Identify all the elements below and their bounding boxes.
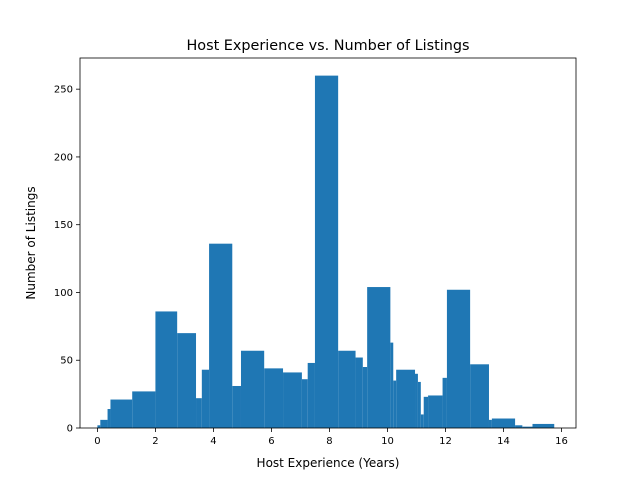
x-tick-label: 0 [94,436,100,447]
x-tick-label: 6 [268,436,274,447]
bar-6 [177,333,197,428]
bar-13 [283,372,302,428]
y-tick-label: 150 [54,220,73,231]
bar-17 [338,350,356,428]
bar-30 [446,289,471,428]
x-tick-label: 14 [497,436,510,447]
x-tick-label: 2 [152,436,158,447]
bar-7 [196,398,202,428]
x-tick-label: 10 [381,436,394,447]
bar-14 [301,379,308,428]
bar-9 [209,243,233,428]
bar-36 [532,423,555,428]
bar-15 [307,362,315,428]
bars-layer [97,75,555,428]
y-axis-ticks: 0 50 100 150 200 250 [54,85,80,435]
bar-5 [155,311,178,428]
bar-28 [428,395,443,428]
x-tick-label: 8 [326,436,332,447]
bar-4 [132,391,156,428]
bar-22 [393,380,397,428]
y-tick-label: 100 [54,288,73,299]
bar-32 [488,419,492,428]
bar-8 [201,369,210,428]
bar-35 [522,426,533,428]
bar-11 [240,350,265,428]
y-tick-label: 0 [67,424,73,435]
bar-31 [470,364,489,428]
x-tick-label: 16 [555,436,568,447]
y-tick-label: 250 [54,85,73,96]
bar-0 [97,425,101,428]
bar-34 [515,425,523,428]
plot-frame [79,57,577,429]
bar-25 [417,381,421,428]
bar-18 [355,357,363,428]
bar-26 [420,414,424,428]
x-axis-ticks: 0 2 4 6 8 10 12 14 16 [94,428,568,447]
bar-20 [367,287,391,428]
chart-title: Host Experience vs. Number of Listings [186,38,469,54]
bar-33 [491,418,516,428]
y-tick-label: 50 [60,356,73,367]
x-tick-label: 4 [210,436,216,447]
bar-1 [100,419,108,428]
axes-layer [79,57,577,429]
bar-2 [107,409,111,428]
bar-19 [362,367,368,428]
bar-12 [264,368,284,428]
bar-3 [110,399,133,428]
bar-21 [390,342,394,428]
y-axis-label: Number of Listings [24,186,38,299]
bar-16 [314,75,339,428]
bar-27 [423,396,429,428]
bar-29 [442,377,447,428]
x-tick-label: 12 [439,436,452,447]
bar-10 [232,385,241,428]
x-axis-label: Host Experience (Years) [257,456,400,470]
bar-23 [396,369,416,428]
y-tick-label: 200 [54,152,73,163]
bar-24 [415,373,418,428]
